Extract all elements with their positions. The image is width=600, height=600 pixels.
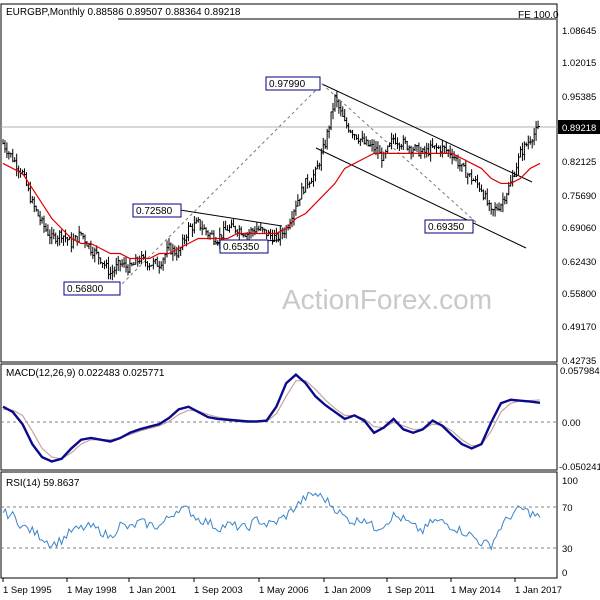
macd-tick-zero: 0.00: [562, 418, 581, 429]
annotations-group: 0.56800 0.72580 0.65350 0.97990 0.69350: [63, 76, 474, 296]
x-label-5: 1 Jan 2009: [324, 585, 371, 596]
rsi-tick-70: 70: [562, 503, 573, 514]
annotation-box-2: [219, 239, 269, 254]
annotation-box-1: [132, 203, 182, 218]
macd-panel-frame: [0, 363, 558, 471]
price-tick-6: 0.69060: [562, 223, 596, 234]
moving-average-line: [2, 152, 541, 260]
rsi-tick-0: 0: [562, 568, 567, 579]
macd-signal-line: [2, 380, 541, 460]
x-label-0: 1 Sep 1995: [3, 585, 52, 596]
rsi-panel-frame: [0, 471, 558, 579]
macd-line: [2, 372, 541, 463]
price-tick-8: 0.55800: [562, 289, 596, 300]
rsi-tick-30: 30: [562, 544, 573, 555]
triangle-upper-line: [179, 209, 283, 227]
macd-title: MACD(12,26,9) 0.022483 0.025771: [6, 368, 165, 379]
price-tick-2: 0.95385: [562, 92, 596, 103]
price-tick-1: 1.02015: [562, 58, 596, 69]
annotation-4: 0.69350: [428, 222, 465, 233]
x-label-2: 1 Jan 2001: [129, 585, 176, 596]
x-label-3: 1 Sep 2003: [194, 585, 243, 596]
annotation-box-0: [63, 281, 121, 296]
channel-lower-line: [315, 147, 527, 249]
moving-average-group: [2, 152, 541, 260]
watermark: ActionForex.com: [282, 284, 492, 315]
annotation-box-3: [265, 76, 321, 91]
price-tick-9: 0.49170: [562, 322, 596, 333]
rsi-tick-100: 100: [562, 476, 578, 487]
projection-dashed-up: [117, 83, 323, 289]
annotation-1: 0.72580: [136, 206, 173, 217]
x-label-8: 1 Jan 2017: [515, 585, 562, 596]
macd-lines-group: [2, 372, 541, 463]
last-price-label: 0.89218: [562, 123, 596, 134]
price-header: EURGBP,Monthly 0.88586 0.89507 0.88364 0…: [6, 7, 241, 18]
rsi-line-group: [2, 491, 541, 551]
ohlc-bars-group: [2, 91, 541, 281]
price-tick-0: 1.08645: [562, 26, 596, 37]
channel-upper-line: [321, 83, 533, 183]
x-label-7: 1 May 2014: [451, 585, 501, 596]
x-label-6: 1 Sep 2011: [387, 585, 435, 596]
rsi-title: RSI(14) 59.8637: [6, 478, 80, 489]
last-price-box: [558, 120, 600, 134]
price-panel-frame: [0, 3, 558, 363]
projection-dashed-down: [321, 83, 479, 225]
x-axis: 1 Sep 1995 1 May 1998 1 Jan 2001 1 Sep 2…: [2, 578, 562, 596]
price-tick-5: 0.75690: [562, 191, 596, 202]
price-tick-4: 0.82125: [562, 157, 596, 168]
annotation-3: 0.97990: [269, 79, 306, 90]
fe-label: FE 100.0: [518, 10, 559, 21]
macd-tick-bottom: -0.050241: [559, 462, 600, 473]
price-tick-10: 0.42735: [562, 356, 596, 367]
annotation-2: 0.65350: [223, 242, 260, 253]
rsi-line: [2, 491, 541, 551]
x-label-4: 1 May 2006: [259, 585, 309, 596]
macd-tick-top: 0.057984: [560, 366, 600, 377]
price-tick-7: 0.62430: [562, 257, 596, 268]
annotation-0: 0.56800: [67, 284, 104, 295]
x-label-1: 1 May 1998: [67, 585, 117, 596]
price-axis: 1.08645 1.02015 0.95385 0.89218 0.82125 …: [558, 26, 600, 367]
annotation-box-4: [424, 219, 474, 234]
